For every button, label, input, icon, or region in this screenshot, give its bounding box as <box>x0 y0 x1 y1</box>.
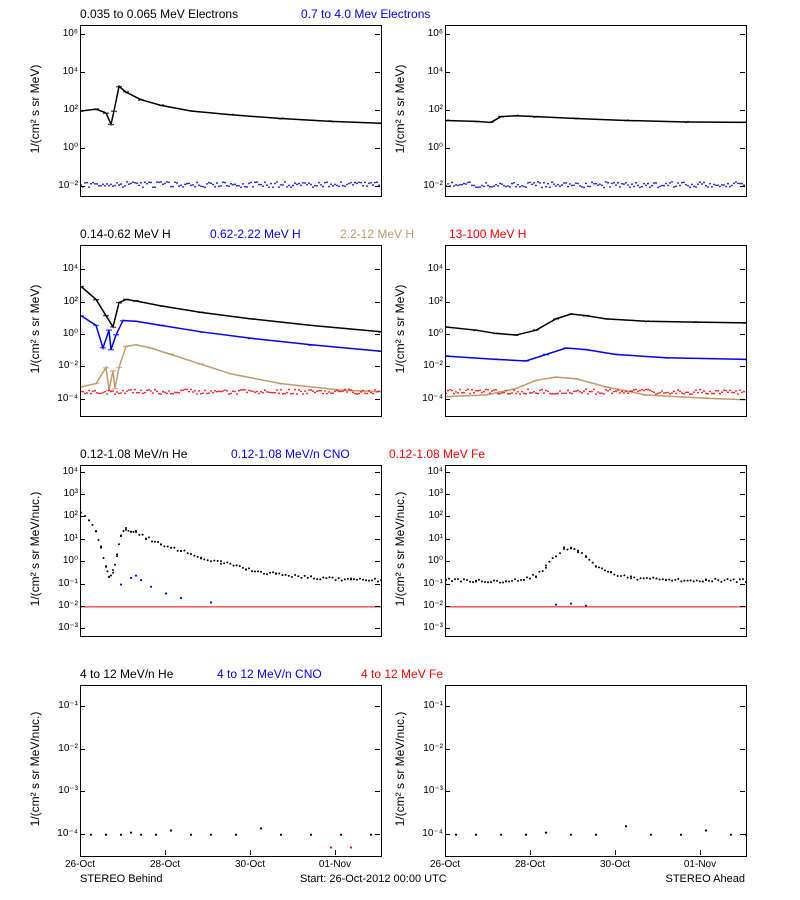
y-tick-label: 10⁻⁴ <box>403 828 443 839</box>
plot-panel <box>445 465 747 637</box>
plot-panel <box>445 245 747 417</box>
y-tick-label: 10⁻³ <box>38 785 78 796</box>
y-tick-label: 10⁰ <box>38 328 78 339</box>
plot-svg <box>81 466 381 636</box>
y-tick-label: 10⁻³ <box>403 785 443 796</box>
series-title: 0.7 to 4.0 Mev Electrons <box>301 7 430 21</box>
plot-panel <box>80 25 382 197</box>
y-tick-label: 10⁻¹ <box>403 578 443 589</box>
y-tick-label: 10² <box>38 510 78 521</box>
plot-svg <box>81 246 381 416</box>
y-tick-label: 10⁰ <box>403 555 443 566</box>
y-tick-label: 10³ <box>403 488 443 499</box>
y-tick-label: 10⁴ <box>403 263 443 274</box>
y-tick-label: 10³ <box>38 488 78 499</box>
y-tick-label: 10⁰ <box>403 142 443 153</box>
y-tick-label: 10⁻² <box>403 743 443 754</box>
y-axis-label: 1/(cm² s sr MeV/nuc.) <box>393 699 407 839</box>
series-title: 0.035 to 0.065 MeV Electrons <box>80 7 238 21</box>
x-tick-label: 30-Oct <box>593 859 637 870</box>
y-axis-label: 1/(cm² s sr MeV/nuc.) <box>28 699 42 839</box>
y-tick-label: 10² <box>403 510 443 521</box>
series-title: 4 to 12 MeV/n He <box>80 667 173 681</box>
y-tick-label: 10⁶ <box>38 28 78 39</box>
y-tick-label: 10⁻² <box>403 360 443 371</box>
series-title: 0.12-1.08 MeV Fe <box>389 447 485 461</box>
right-source-label: STEREO Ahead <box>666 873 746 885</box>
y-tick-label: 10⁰ <box>38 142 78 153</box>
y-tick-label: 10⁻⁴ <box>38 828 78 839</box>
series-title: 13-100 MeV H <box>449 227 526 241</box>
y-tick-label: 10² <box>403 296 443 307</box>
plot-svg <box>446 466 746 636</box>
plot-svg <box>81 686 381 856</box>
x-tick-label: 26-Oct <box>58 859 102 870</box>
y-tick-label: 10¹ <box>403 533 443 544</box>
y-tick-label: 10⁴ <box>38 66 78 77</box>
series-title: 2.2-12 MeV H <box>340 227 414 241</box>
plot-panel <box>80 465 382 637</box>
series-title: 0.14-0.62 MeV H <box>80 227 171 241</box>
left-source-label: STEREO Behind <box>80 873 163 885</box>
y-tick-label: 10⁴ <box>38 466 78 477</box>
y-tick-label: 10⁻² <box>38 180 78 191</box>
plot-panel <box>80 685 382 857</box>
y-tick-label: 10⁰ <box>403 328 443 339</box>
y-tick-label: 10⁴ <box>403 466 443 477</box>
y-tick-label: 10¹ <box>38 533 78 544</box>
y-tick-label: 10⁰ <box>38 555 78 566</box>
series-title: 4 to 12 MeV/n CNO <box>217 667 322 681</box>
y-tick-label: 10⁻³ <box>38 622 78 633</box>
y-tick-label: 10⁶ <box>403 28 443 39</box>
y-axis-label: 1/(cm² s sr MeV/nuc.) <box>393 479 407 619</box>
y-tick-label: 10⁻¹ <box>38 578 78 589</box>
y-tick-label: 10⁻¹ <box>403 700 443 711</box>
y-tick-label: 10⁴ <box>38 263 78 274</box>
x-tick-label: 28-Oct <box>508 859 552 870</box>
series-title: 0.12-1.08 MeV/n He <box>80 447 187 461</box>
series-title: 0.12-1.08 MeV/n CNO <box>231 447 350 461</box>
y-axis-label: 1/(cm² s sr MeV/nuc.) <box>28 479 42 619</box>
y-tick-label: 10² <box>403 104 443 115</box>
x-tick-label: 01-Nov <box>678 859 722 870</box>
y-tick-label: 10⁻² <box>38 743 78 754</box>
series-title: 0.62-2.22 MeV H <box>210 227 301 241</box>
y-tick-label: 10⁻² <box>38 600 78 611</box>
center-time-label: Start: 26-Oct-2012 00:00 UTC <box>300 873 447 885</box>
plot-panel <box>445 25 747 197</box>
x-tick-label: 26-Oct <box>423 859 467 870</box>
y-tick-label: 10⁻¹ <box>38 700 78 711</box>
plot-svg <box>446 246 746 416</box>
y-tick-label: 10⁻² <box>403 600 443 611</box>
plot-svg <box>446 686 746 856</box>
x-tick-label: 01-Nov <box>313 859 357 870</box>
plot-panel <box>80 245 382 417</box>
y-tick-label: 10⁻² <box>403 180 443 191</box>
y-tick-label: 10⁻⁴ <box>38 393 78 404</box>
x-tick-label: 28-Oct <box>143 859 187 870</box>
plot-svg <box>81 26 381 196</box>
plot-svg <box>446 26 746 196</box>
x-tick-label: 30-Oct <box>228 859 272 870</box>
chart-container: 0.035 to 0.065 MeV Electrons 0.7 to 4.0 M… <box>0 0 800 900</box>
y-tick-label: 10² <box>38 296 78 307</box>
y-tick-label: 10⁴ <box>403 66 443 77</box>
y-tick-label: 10² <box>38 104 78 115</box>
plot-panel <box>445 685 747 857</box>
y-tick-label: 10⁻³ <box>403 622 443 633</box>
series-title: 4 to 12 MeV Fe <box>361 667 443 681</box>
y-tick-label: 10⁻⁴ <box>403 393 443 404</box>
y-tick-label: 10⁻² <box>38 360 78 371</box>
